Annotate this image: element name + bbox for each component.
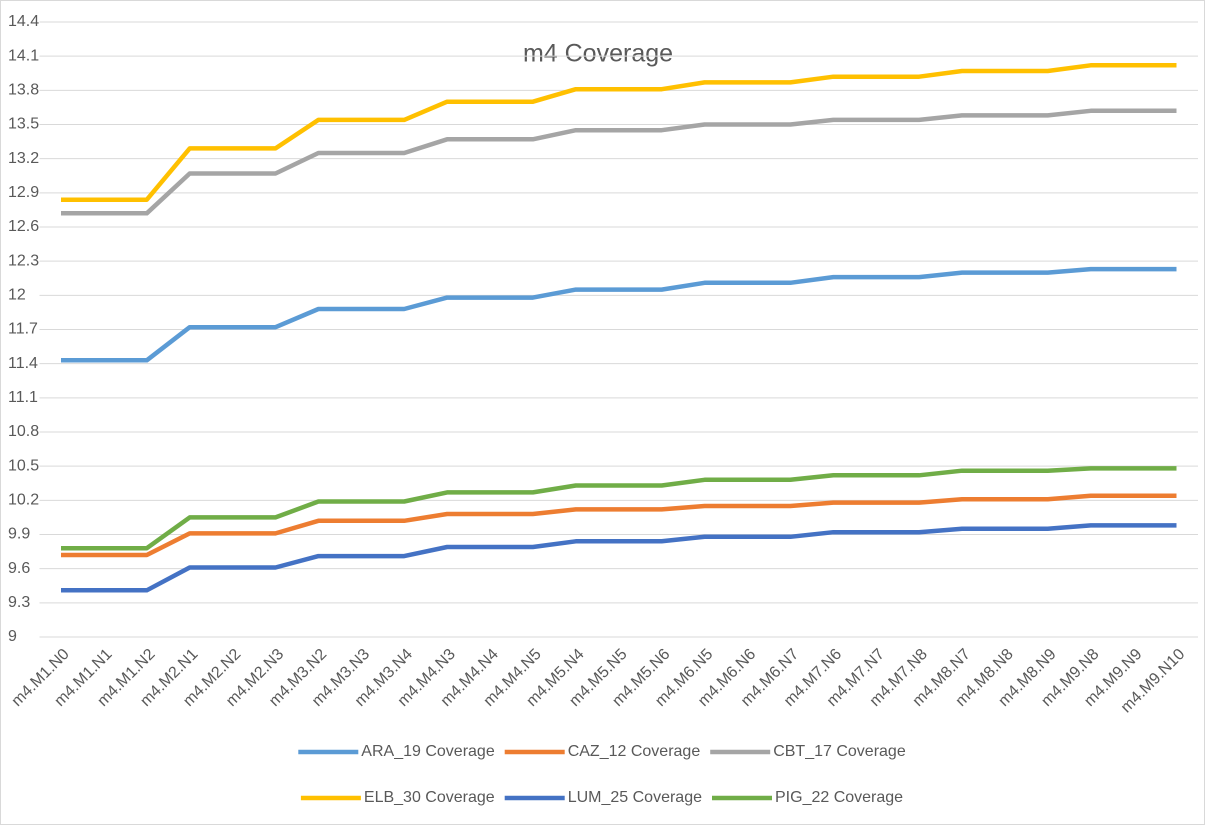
y-tick-label: 12.3 (8, 252, 39, 269)
y-tick-label: 13.2 (8, 150, 39, 167)
chart-title: m4 Coverage (523, 40, 673, 68)
legend-label: ELB_30 Coverage (364, 789, 495, 806)
y-tick-label: 11.7 (8, 321, 38, 338)
y-tick-label: 9.6 (8, 560, 30, 577)
legend-item: CBT_17 Coverage (710, 743, 906, 760)
legend-item: ARA_19 Coverage (298, 743, 495, 760)
legend-item: ELB_30 Coverage (300, 789, 495, 806)
y-tick-label: 9 (8, 628, 17, 645)
y-tick-label: 11.4 (8, 355, 38, 372)
y-tick-label: 10.5 (8, 457, 39, 474)
y-tick-label: 9.3 (8, 594, 30, 611)
legend-item: LUM_25 Coverage (504, 789, 702, 806)
series-line (61, 466, 1177, 551)
y-tick-label: 14.1 (8, 47, 39, 64)
legend-label: PIG_22 Coverage (775, 789, 903, 806)
legend-label: CAZ_12 Coverage (568, 743, 701, 760)
legend-item: PIG_22 Coverage (712, 789, 903, 806)
legend-item: CAZ_12 Coverage (504, 743, 701, 760)
legend-label: LUM_25 Coverage (568, 789, 702, 806)
y-tick-label: 10.8 (8, 423, 39, 440)
y-tick-label: 10.2 (8, 492, 39, 509)
y-tick-label: 12.9 (8, 184, 39, 201)
y-tick-label: 12 (8, 287, 26, 304)
y-tick-label: 11.1 (8, 389, 38, 406)
legend-label: CBT_17 Coverage (773, 743, 906, 760)
y-tick-label: 13.5 (8, 116, 39, 133)
series-line (61, 493, 1177, 558)
y-tick-label: 13.8 (8, 82, 39, 99)
y-tick-label: 9.9 (8, 526, 30, 543)
series-line (61, 63, 1177, 202)
legend-label: ARA_19 Coverage (361, 743, 495, 760)
y-tick-label: 12.6 (8, 218, 39, 235)
series-line (61, 523, 1177, 593)
series-line (61, 266, 1177, 363)
y-tick-label: 14.4 (8, 13, 39, 30)
series-line (61, 108, 1177, 216)
